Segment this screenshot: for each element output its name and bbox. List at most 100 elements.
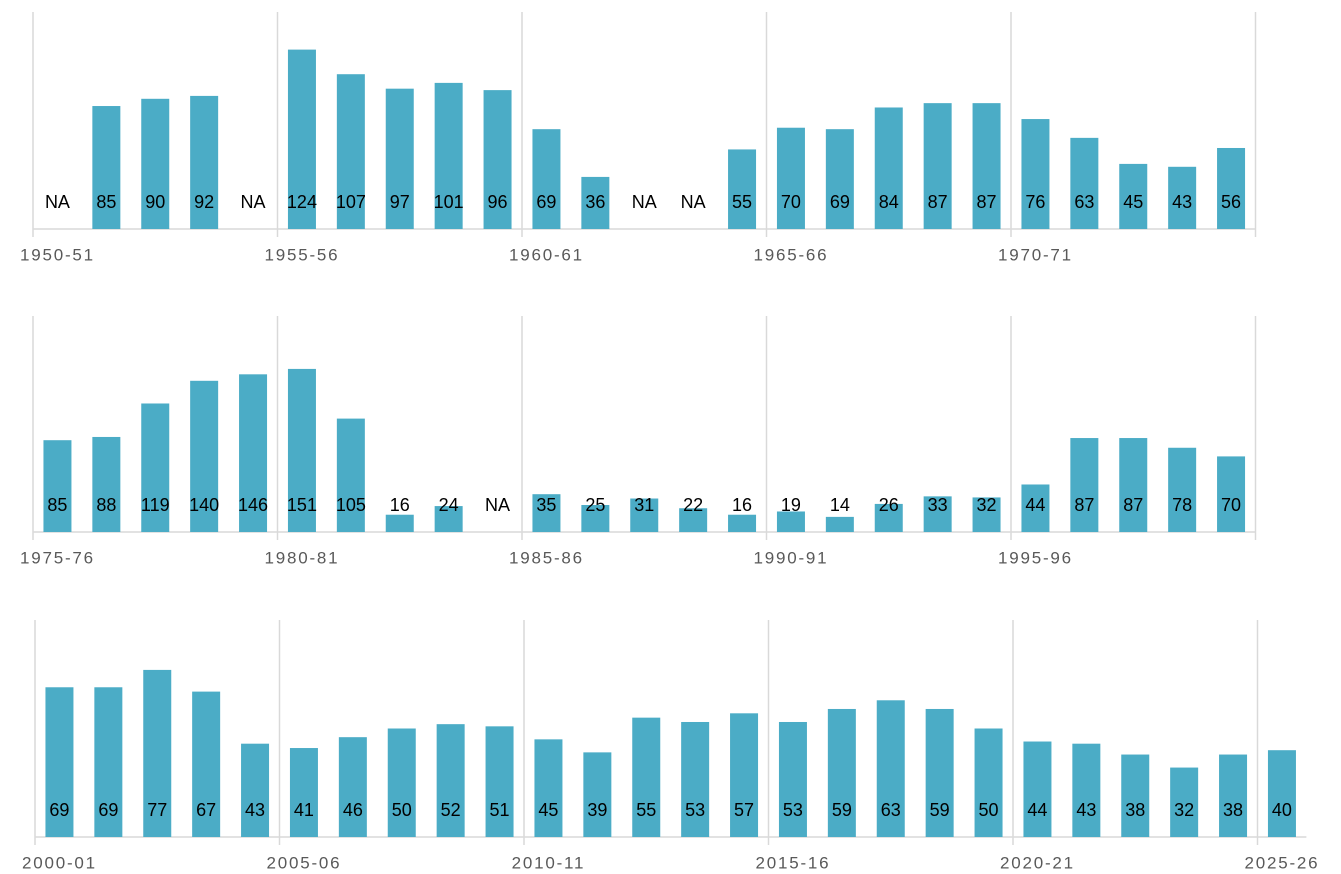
- data-label: 43: [1172, 192, 1192, 212]
- bar: [1217, 456, 1246, 532]
- data-label: 69: [830, 192, 850, 212]
- data-label: 88: [96, 495, 116, 515]
- data-label: 24: [439, 495, 459, 515]
- data-label: 16: [390, 495, 410, 515]
- data-label: 69: [49, 800, 69, 820]
- data-label: 53: [685, 800, 705, 820]
- data-label: 63: [881, 800, 901, 820]
- data-label: 107: [336, 192, 366, 212]
- data-label: 52: [441, 800, 461, 820]
- data-label: 105: [336, 495, 366, 515]
- data-label: 32: [1174, 800, 1194, 820]
- bar: [1168, 447, 1197, 532]
- bar: [923, 103, 952, 229]
- data-label: 45: [1123, 192, 1143, 212]
- data-label: 39: [587, 800, 607, 820]
- data-label: 59: [832, 800, 852, 820]
- bar: [1119, 438, 1148, 532]
- bar: [1219, 754, 1248, 837]
- data-label: 87: [1074, 495, 1094, 515]
- data-label: 77: [147, 800, 167, 820]
- data-label: 40: [1272, 800, 1292, 820]
- data-label: 38: [1223, 800, 1243, 820]
- data-label: 85: [96, 192, 116, 212]
- bar: [385, 514, 414, 532]
- bar: [45, 687, 74, 837]
- data-label: 25: [585, 495, 605, 515]
- bar: [581, 176, 610, 229]
- data-label: 87: [977, 192, 997, 212]
- bar: [1023, 741, 1052, 837]
- data-label: 151: [287, 495, 317, 515]
- bar: [874, 503, 903, 532]
- bar: [778, 721, 807, 837]
- bar: [387, 728, 416, 837]
- data-label: 55: [732, 192, 752, 212]
- data-label: 57: [734, 800, 754, 820]
- data-label: 32: [977, 495, 997, 515]
- data-label: 92: [194, 192, 214, 212]
- bar: [532, 129, 561, 229]
- data-label: NA: [45, 192, 70, 212]
- bar: [241, 743, 270, 837]
- bar: [483, 90, 512, 230]
- data-label: 67: [196, 800, 216, 820]
- bar: [532, 494, 561, 532]
- x-tick-label: 2015-16: [755, 853, 830, 872]
- data-label: 53: [783, 800, 803, 820]
- bar: [1267, 750, 1296, 837]
- bar: [728, 514, 757, 532]
- bar: [239, 374, 268, 532]
- data-label: 33: [928, 495, 948, 515]
- data-label: 87: [1123, 495, 1143, 515]
- data-label: 124: [287, 192, 317, 212]
- data-label: 140: [189, 495, 219, 515]
- bar: [485, 726, 514, 837]
- data-label: 146: [238, 495, 268, 515]
- bar: [825, 129, 854, 229]
- x-tick-label: 1990-91: [753, 548, 828, 567]
- data-label: 50: [392, 800, 412, 820]
- x-tick-label: 2020-21: [1000, 853, 1075, 872]
- bar: [581, 505, 610, 532]
- bar: [776, 511, 805, 532]
- bar: [632, 717, 661, 837]
- data-label: 35: [536, 495, 556, 515]
- x-tick-label: 2025-26: [1244, 853, 1319, 872]
- x-tick-label: 1985-86: [509, 548, 584, 567]
- data-label: 84: [879, 192, 899, 212]
- data-label: 31: [634, 495, 654, 515]
- data-label: 78: [1172, 495, 1192, 515]
- data-label: 38: [1125, 800, 1145, 820]
- data-label: 70: [781, 192, 801, 212]
- data-label: 97: [390, 192, 410, 212]
- bar: [385, 88, 414, 229]
- bar: [336, 74, 365, 229]
- x-tick-label: 1950-51: [20, 245, 95, 264]
- x-tick-label: 1970-71: [998, 245, 1073, 264]
- x-tick-label: 1955-56: [264, 245, 339, 264]
- data-label: 43: [1076, 800, 1096, 820]
- bar: [925, 708, 954, 837]
- data-label: 90: [145, 192, 165, 212]
- bar: [1168, 166, 1197, 229]
- data-label: 43: [245, 800, 265, 820]
- bar: [874, 107, 903, 229]
- data-label: 26: [879, 495, 899, 515]
- data-label: 56: [1221, 192, 1241, 212]
- data-label: NA: [241, 192, 266, 212]
- bar: [143, 669, 172, 837]
- x-tick-label: 2010-11: [512, 853, 586, 872]
- bar: [972, 497, 1001, 532]
- bar: [94, 687, 123, 837]
- bar: [92, 106, 121, 229]
- x-tick-label: 1975-76: [20, 548, 95, 567]
- data-label: 46: [343, 800, 363, 820]
- data-label: 19: [781, 495, 801, 515]
- bar: [728, 149, 757, 229]
- data-label: 63: [1074, 192, 1094, 212]
- bar: [436, 724, 465, 837]
- data-label: 96: [488, 192, 508, 212]
- data-label: 69: [98, 800, 118, 820]
